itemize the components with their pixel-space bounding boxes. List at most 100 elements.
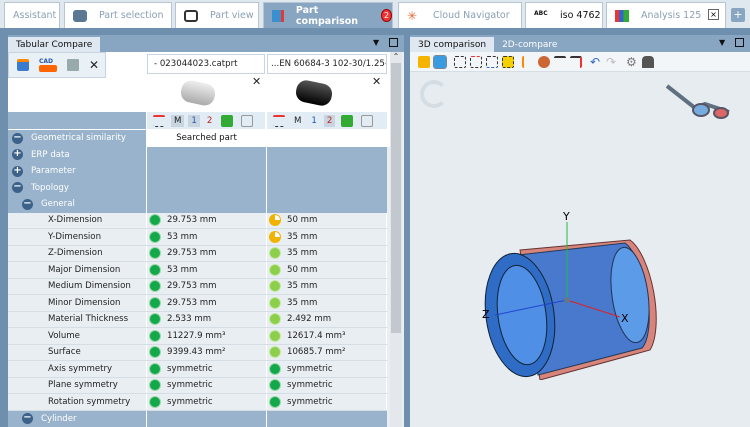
column-2-button[interactable]: 2 xyxy=(323,114,336,127)
maximize-icon[interactable] xyxy=(735,38,744,47)
select-icon[interactable] xyxy=(454,55,466,68)
collapse-icon[interactable]: − xyxy=(12,131,23,144)
value-part-1: 53 mm xyxy=(167,231,198,242)
master-button[interactable]: M xyxy=(294,115,302,126)
property-label: Material Thickness xyxy=(8,311,147,327)
tab-assistant[interactable]: Assistant xyxy=(4,2,60,28)
export-icon[interactable] xyxy=(241,114,254,127)
similarity-status-icon xyxy=(149,214,161,227)
vertical-scrollbar[interactable]: ⌃ xyxy=(390,52,402,427)
filter-icon[interactable] xyxy=(153,114,165,127)
value-part-1: 29.753 mm xyxy=(167,248,217,259)
group-row[interactable]: − Topology xyxy=(8,179,387,196)
tab-2d-compare[interactable]: 2D-compare xyxy=(502,39,558,50)
tab-part-comparison[interactable]: Part comparison 2 xyxy=(263,2,393,28)
table-row: Z-Dimension 29.753 mm 35 mm xyxy=(8,245,387,262)
section-red-icon[interactable] xyxy=(570,55,582,68)
compare-table: − Geometrical similarity Searched part + E… xyxy=(8,130,387,427)
select-red-icon[interactable] xyxy=(470,55,482,68)
dropdown-icon[interactable]: ▼ xyxy=(373,38,380,47)
similarity-status-icon xyxy=(149,230,161,243)
property-label: Rotation symmetry xyxy=(8,394,147,410)
select-yellow-icon[interactable] xyxy=(502,55,514,68)
maximize-icon[interactable] xyxy=(389,38,398,47)
undo-icon[interactable]: ↶ xyxy=(590,54,601,69)
export-icon[interactable] xyxy=(361,114,374,127)
compare-parts-icon[interactable] xyxy=(538,55,550,68)
similarity-status-icon xyxy=(149,247,161,260)
text-size-icon[interactable] xyxy=(418,55,430,68)
value-part-1: symmetric xyxy=(167,363,213,374)
group-row[interactable]: + Parameter xyxy=(8,163,387,180)
settings-icon[interactable]: ⚙ xyxy=(626,54,637,69)
similarity-status-icon xyxy=(269,395,281,408)
section-icon[interactable] xyxy=(554,55,566,68)
master-button[interactable]: M xyxy=(171,114,185,127)
similarity-status-icon xyxy=(269,247,281,260)
table-row: Surface 9399.43 mm² 10685.7 mm² xyxy=(8,344,387,361)
group-row-cylinder[interactable]: − Cylinder xyxy=(8,410,387,427)
similarity-status-icon xyxy=(269,214,281,227)
remove-part-2-icon[interactable]: ✕ xyxy=(372,75,382,88)
searched-part-label: Searched part xyxy=(147,130,267,147)
group-row[interactable]: − General xyxy=(8,196,387,213)
robot-icon[interactable] xyxy=(642,55,654,68)
target-icon[interactable] xyxy=(221,114,234,127)
tab-tabular-compare[interactable]: Tabular Compare xyxy=(8,37,101,52)
group-label: Parameter xyxy=(31,166,76,177)
dropdown-icon[interactable]: ▼ xyxy=(719,38,726,47)
filter-icon[interactable] xyxy=(273,114,285,127)
text-size-active-icon[interactable] xyxy=(433,54,447,69)
redo-icon[interactable]: ↷ xyxy=(606,54,617,69)
property-label: Plane symmetry xyxy=(8,377,147,393)
close-tab-icon[interactable]: × xyxy=(708,9,719,20)
open-icon[interactable] xyxy=(17,59,29,71)
property-label: X-Dimension xyxy=(8,212,147,228)
column-1-button[interactable]: 1 xyxy=(188,114,200,127)
collapse-icon[interactable]: − xyxy=(22,197,33,210)
y-axis-label: Y xyxy=(562,210,570,223)
similarity-status-icon xyxy=(149,362,161,375)
scroll-up-icon[interactable]: ⌃ xyxy=(392,52,400,61)
tab-cloud-navigator[interactable]: ✳ Cloud Navigator xyxy=(398,2,522,28)
tab-label: Assistant xyxy=(13,10,57,21)
group-row[interactable]: − Geometrical similarity Searched part xyxy=(8,130,387,147)
tab-label: iso 4762 xyxy=(560,10,601,21)
group-label: Topology xyxy=(31,182,69,193)
split-icon[interactable] xyxy=(522,55,534,68)
expand-icon[interactable]: + xyxy=(12,148,23,161)
tab-iso-4762[interactable]: ABC iso 4762 xyxy=(525,2,603,28)
3d-model-view[interactable]: Y Z X xyxy=(460,200,680,380)
group-label: Geometrical similarity xyxy=(31,133,126,144)
similarity-status-icon xyxy=(149,313,161,326)
column-1-button[interactable]: 1 xyxy=(311,115,317,126)
target-icon[interactable] xyxy=(341,114,354,127)
tab-analysis-125[interactable]: Analysis 125 × xyxy=(606,2,726,28)
similarity-status-icon xyxy=(149,395,161,408)
tab-part-selection[interactable]: Part selection xyxy=(64,2,172,28)
print-icon[interactable] xyxy=(67,59,79,71)
value-part-2: 12617.4 mm³ xyxy=(287,330,346,341)
collapse-icon[interactable]: − xyxy=(22,412,33,425)
close-icon[interactable]: ✕ xyxy=(89,58,100,72)
expand-icon[interactable]: + xyxy=(12,164,23,177)
rotate-view-icon[interactable] xyxy=(420,80,448,108)
value-part-1: 29.753 mm xyxy=(167,215,217,226)
value-part-2: symmetric xyxy=(287,380,333,391)
tab-3d-comparison[interactable]: 3D comparison xyxy=(410,37,495,52)
group-row[interactable]: + ERP data xyxy=(8,146,387,163)
scrollbar-thumb[interactable] xyxy=(391,63,401,333)
add-tab-button[interactable]: + xyxy=(731,8,745,22)
collapse-icon[interactable]: − xyxy=(12,181,23,194)
table-row: Minor Dimension 29.753 mm 35 mm xyxy=(8,295,387,312)
select-blue-icon[interactable] xyxy=(486,55,498,68)
value-part-2: 35 mm xyxy=(287,281,318,292)
3d-glasses-icon[interactable] xyxy=(665,80,731,120)
cad-icon[interactable]: CAD xyxy=(39,58,57,72)
remove-part-1-icon[interactable]: ✕ xyxy=(252,75,262,88)
tab-part-view[interactable]: Part view xyxy=(175,2,259,28)
value-part-2: 10685.7 mm² xyxy=(287,347,346,358)
column-2-button[interactable]: 2 xyxy=(206,115,213,126)
value-part-2: symmetric xyxy=(287,396,333,407)
database-icon xyxy=(73,9,87,22)
